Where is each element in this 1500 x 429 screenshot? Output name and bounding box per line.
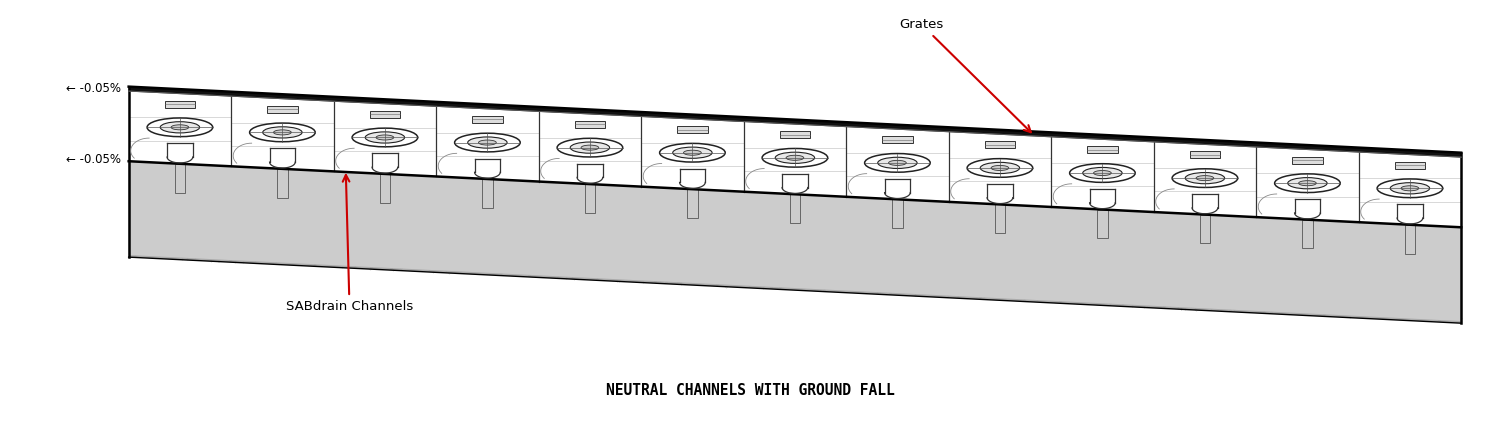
Bar (278, 169, 288, 198)
Bar (574, 121, 606, 128)
Bar (687, 189, 698, 218)
Bar (585, 184, 596, 213)
Circle shape (160, 122, 200, 133)
Bar (1302, 220, 1312, 248)
Circle shape (1401, 186, 1419, 191)
Bar (790, 194, 800, 223)
Bar (472, 116, 502, 123)
Circle shape (1390, 183, 1429, 194)
Bar (165, 101, 195, 108)
Circle shape (684, 150, 702, 155)
Circle shape (1083, 167, 1122, 178)
Bar (780, 131, 810, 138)
Polygon shape (129, 91, 1461, 227)
Circle shape (262, 127, 302, 138)
Bar (1200, 214, 1210, 243)
Circle shape (468, 137, 507, 148)
Bar (380, 174, 390, 202)
Bar (369, 111, 400, 118)
Bar (994, 204, 1005, 233)
Circle shape (376, 135, 394, 140)
Bar (892, 199, 903, 228)
Text: Grates: Grates (900, 18, 1030, 132)
Circle shape (1196, 175, 1214, 181)
Polygon shape (129, 87, 1461, 157)
Circle shape (776, 152, 814, 163)
Bar (1395, 162, 1425, 169)
Circle shape (171, 125, 189, 130)
Circle shape (1287, 178, 1328, 189)
Bar (267, 106, 298, 113)
Text: ← -0.05%: ← -0.05% (66, 82, 122, 95)
Circle shape (672, 147, 712, 158)
Text: ← -0.05%: ← -0.05% (66, 153, 122, 166)
Bar (1098, 209, 1107, 238)
Polygon shape (129, 87, 1461, 323)
Circle shape (478, 140, 496, 145)
Polygon shape (129, 161, 1461, 321)
Text: NEUTRAL CHANNELS WITH GROUND FALL: NEUTRAL CHANNELS WITH GROUND FALL (606, 383, 894, 398)
Bar (1406, 225, 1414, 254)
Circle shape (980, 162, 1020, 174)
Bar (1190, 151, 1221, 158)
Bar (984, 141, 1016, 148)
Circle shape (786, 155, 804, 160)
Circle shape (570, 142, 609, 153)
Bar (882, 136, 914, 143)
Circle shape (1094, 170, 1112, 175)
Bar (176, 164, 184, 193)
Circle shape (888, 160, 906, 166)
Bar (483, 179, 492, 208)
Circle shape (1299, 181, 1317, 186)
Text: SABdrain Channels: SABdrain Channels (286, 175, 412, 313)
Circle shape (878, 157, 916, 169)
Bar (1088, 146, 1118, 154)
Circle shape (273, 130, 291, 135)
Circle shape (992, 166, 1010, 170)
Circle shape (580, 145, 598, 150)
Bar (1292, 157, 1323, 163)
Circle shape (364, 132, 405, 143)
Circle shape (1185, 172, 1224, 184)
Bar (676, 126, 708, 133)
